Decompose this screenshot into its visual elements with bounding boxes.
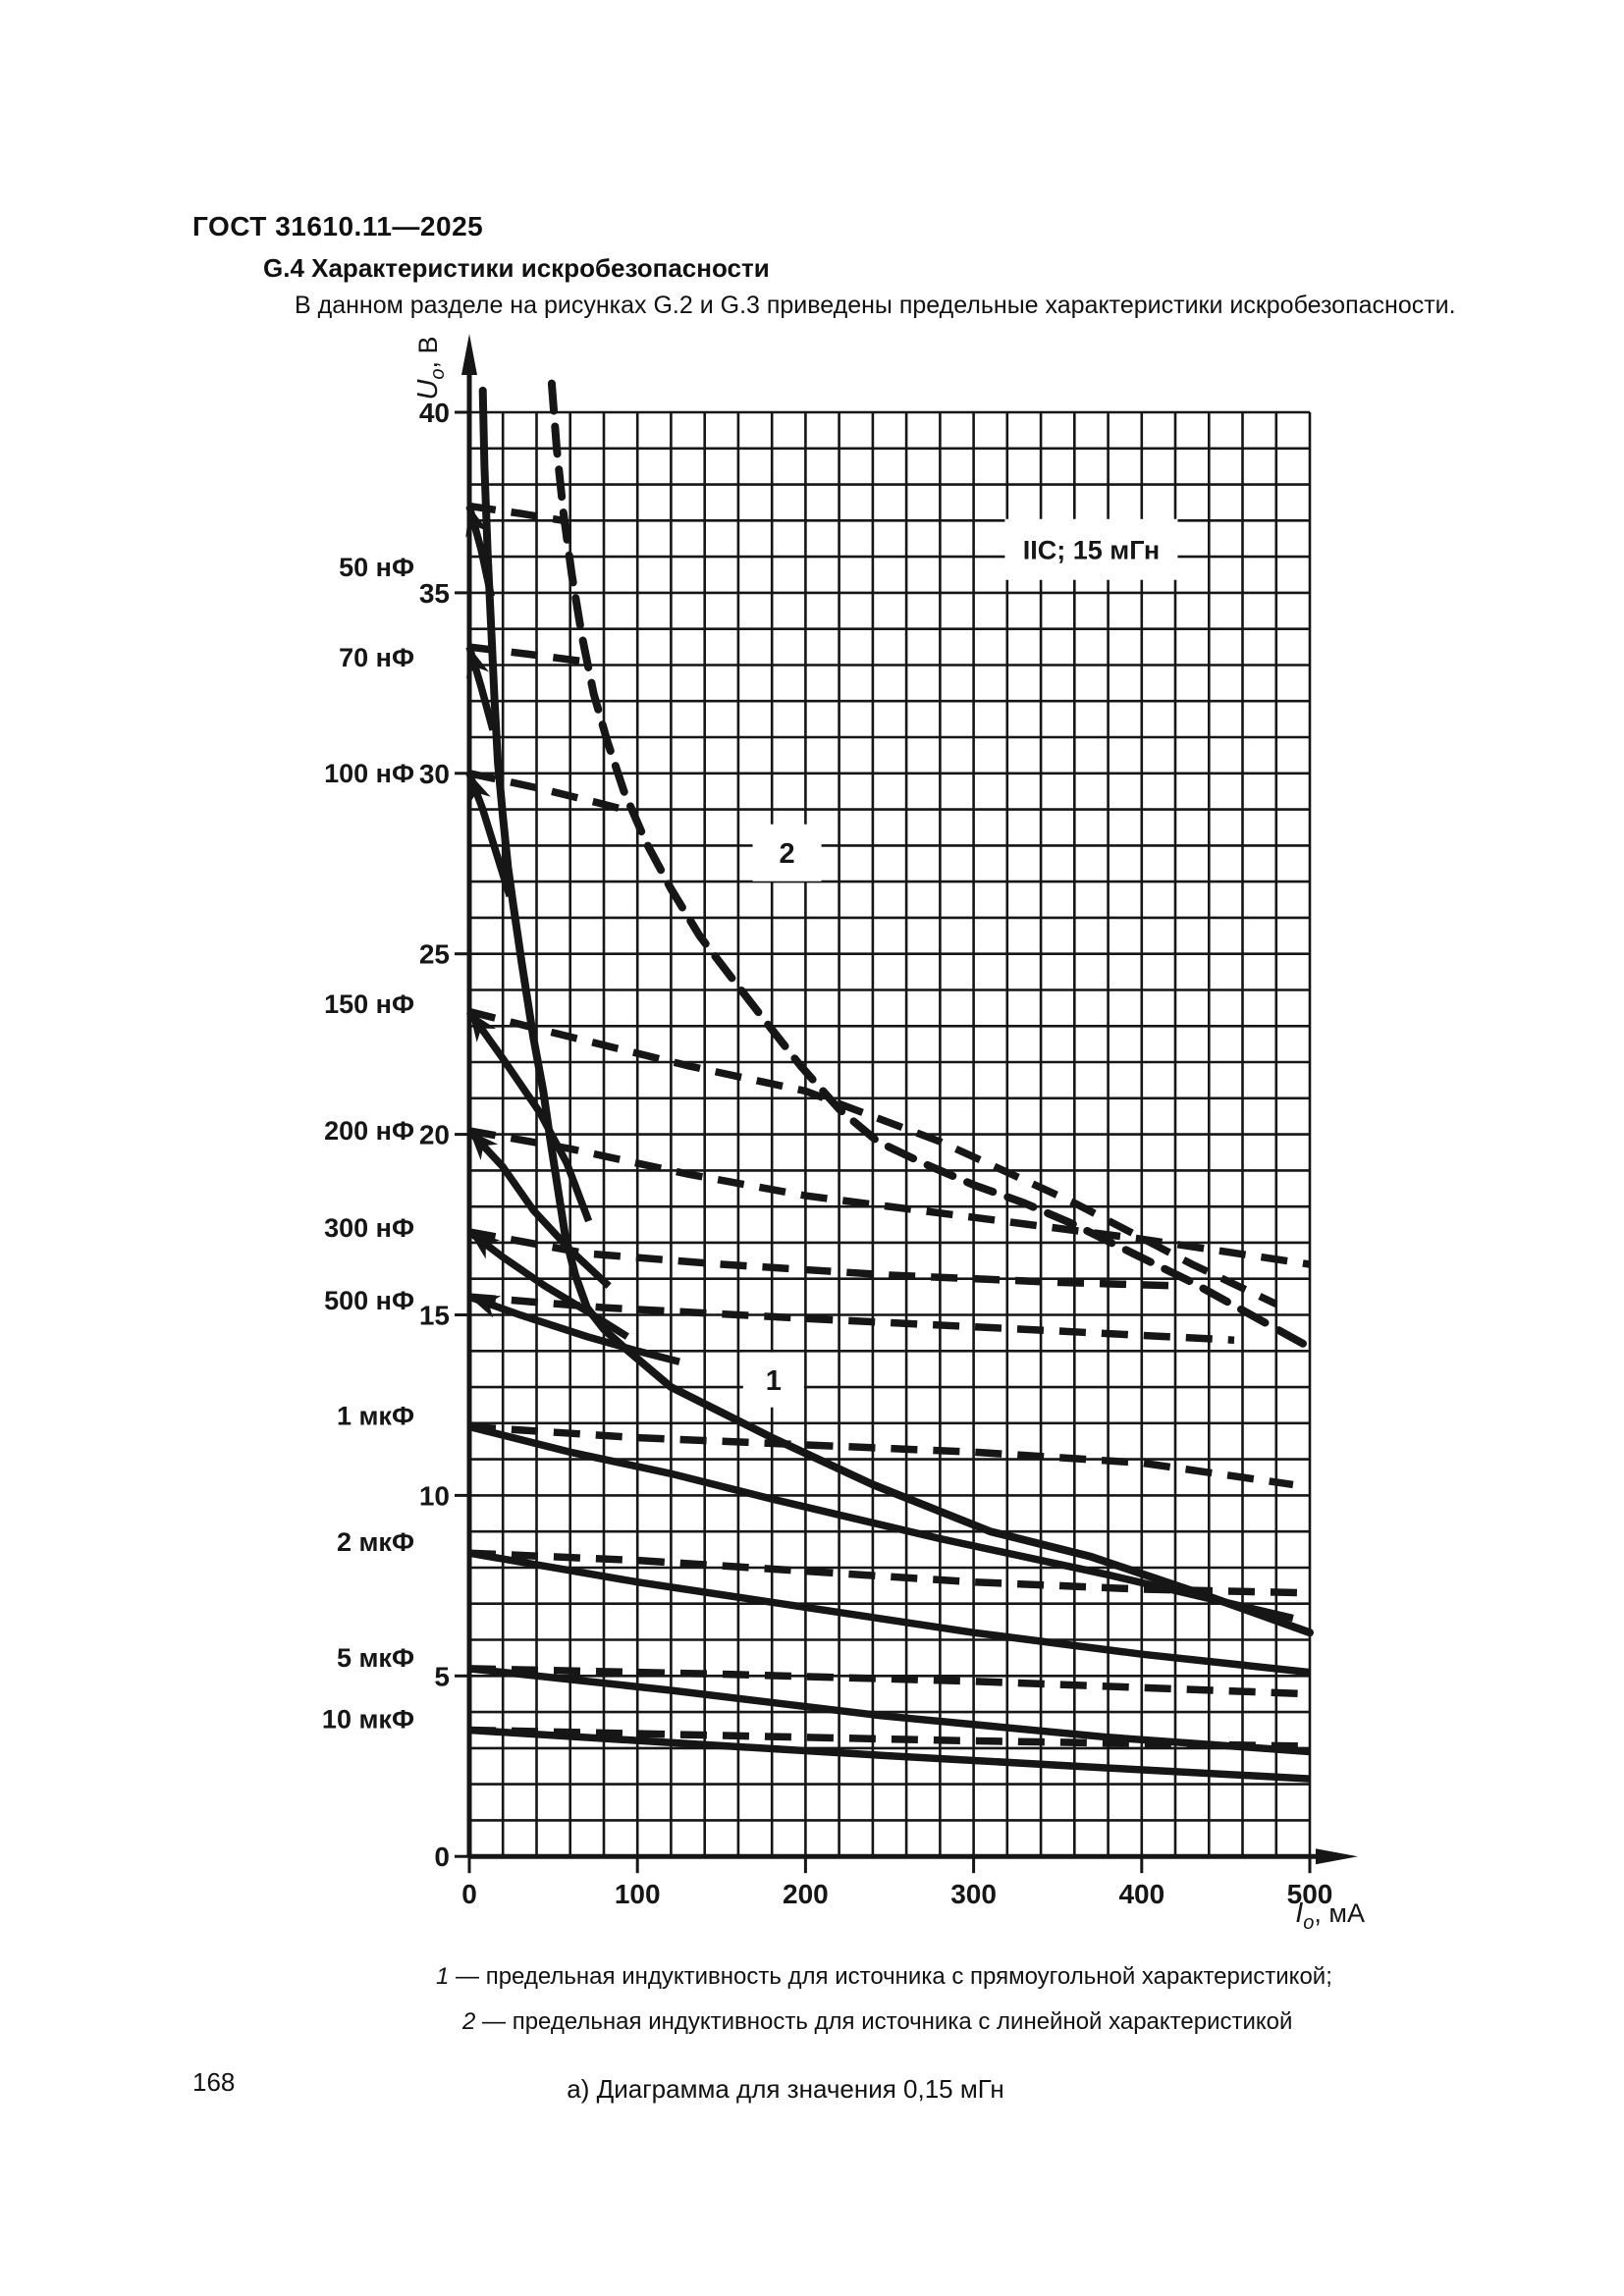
capacitance-curve-9: 2 мкФ <box>337 1527 1311 1677</box>
svg-text:2: 2 <box>779 838 794 870</box>
legend-item-2: 2 — предельная индуктивность для источни… <box>462 2008 1292 2036</box>
capacitance-curve-6: 300 нФ <box>324 1213 1184 1340</box>
capacitance-curve-2: 70 нФ <box>339 643 584 731</box>
capacitance-curve-7: 500 нФ <box>324 1286 1235 1365</box>
page-number: 168 <box>192 2067 236 2097</box>
y-tick-label: 20 <box>419 1120 450 1150</box>
x-tick-label: 500 <box>1287 1879 1333 1909</box>
capacitance-label: 5 мкФ <box>337 1643 414 1673</box>
y-tick-label: 5 <box>434 1661 450 1691</box>
figure-chart: 50 нФ 70 нФ 100 нФ 150 нФ 200 нФ 300 нФ 500 нФ… <box>137 294 1404 1953</box>
y-tick-label: 35 <box>419 578 450 609</box>
capacitance-label: 300 нФ <box>324 1213 414 1243</box>
capacitance-curve-8: 1 мкФ <box>337 1402 1294 1623</box>
inductance-curve-2 <box>547 379 1314 1352</box>
y-tick-label: 0 <box>434 1842 450 1872</box>
x-tick-label: 300 <box>950 1879 997 1909</box>
y-axis-title: Uo, В <box>412 336 449 400</box>
capacitance-curve-5: 200 нФ <box>324 1116 1311 1289</box>
chart-annotation-1: 1 <box>742 1352 804 1408</box>
doc-header: ГОСТ 31610.11—2025 <box>192 211 484 241</box>
figure-caption: а) Диаграмма для значения 0,15 мГн <box>567 2074 1004 2104</box>
inductance-curve-1 <box>478 386 1314 1637</box>
legend-item-2-text: — предельная индуктивность для источника… <box>475 2008 1293 2035</box>
chart-grid <box>467 410 1312 1858</box>
capacitance-curve-4: 150 нФ <box>324 989 1278 1308</box>
x-tick-label: 0 <box>461 1879 477 1909</box>
svg-text:IIC; 15 мГн: IIC; 15 мГн <box>1023 535 1160 564</box>
x-tick-label: 400 <box>1118 1879 1164 1909</box>
y-tick-label: 30 <box>419 759 450 789</box>
chart-annotation-gas-group: IIC; 15 мГн <box>1004 518 1178 580</box>
legend-item-1-number: 1 <box>436 1963 450 1990</box>
capacitance-curve-3: 100 нФ <box>324 759 639 898</box>
capacitance-label: 70 нФ <box>339 643 414 672</box>
section-intro-paragraph: В данном разделе на рисунках G.2 и G.3 п… <box>295 292 1456 319</box>
capacitance-label: 500 нФ <box>324 1286 414 1315</box>
chart-annotation-2: 2 <box>752 824 822 881</box>
capacitance-label: 10 мкФ <box>322 1704 414 1734</box>
capacitance-label: 50 нФ <box>339 553 414 582</box>
capacitance-curve-11: 10 мкФ <box>322 1704 1311 1783</box>
y-tick-label: 25 <box>419 939 450 970</box>
capacitance-label: 100 нФ <box>324 759 414 788</box>
legend-item-1: 1 — предельная индуктивность для источни… <box>436 1963 1332 1991</box>
chart-canvas: 50 нФ 70 нФ 100 нФ 150 нФ 200 нФ 300 нФ 500 нФ… <box>322 334 1365 1934</box>
legend-item-2-number: 2 <box>462 2008 476 2035</box>
capacitance-label: 200 нФ <box>324 1116 414 1146</box>
capacitance-curve-10: 5 мкФ <box>337 1643 1311 1756</box>
section-heading: G.4 Характеристики искробезопасности <box>263 253 770 283</box>
y-tick-label: 10 <box>419 1480 450 1511</box>
x-tick-label: 100 <box>615 1879 661 1909</box>
x-axis-title: Io, мА <box>1295 1897 1365 1934</box>
capacitance-label: 1 мкФ <box>337 1402 414 1431</box>
capacitance-label: 2 мкФ <box>337 1527 414 1557</box>
x-tick-label: 200 <box>783 1879 829 1909</box>
capacitance-label: 150 нФ <box>324 989 414 1019</box>
y-tick-label: 40 <box>419 398 450 428</box>
svg-text:1: 1 <box>766 1365 782 1397</box>
legend-item-1-text: — предельная индуктивность для источника… <box>449 1963 1332 1990</box>
y-tick-label: 15 <box>419 1301 450 1331</box>
